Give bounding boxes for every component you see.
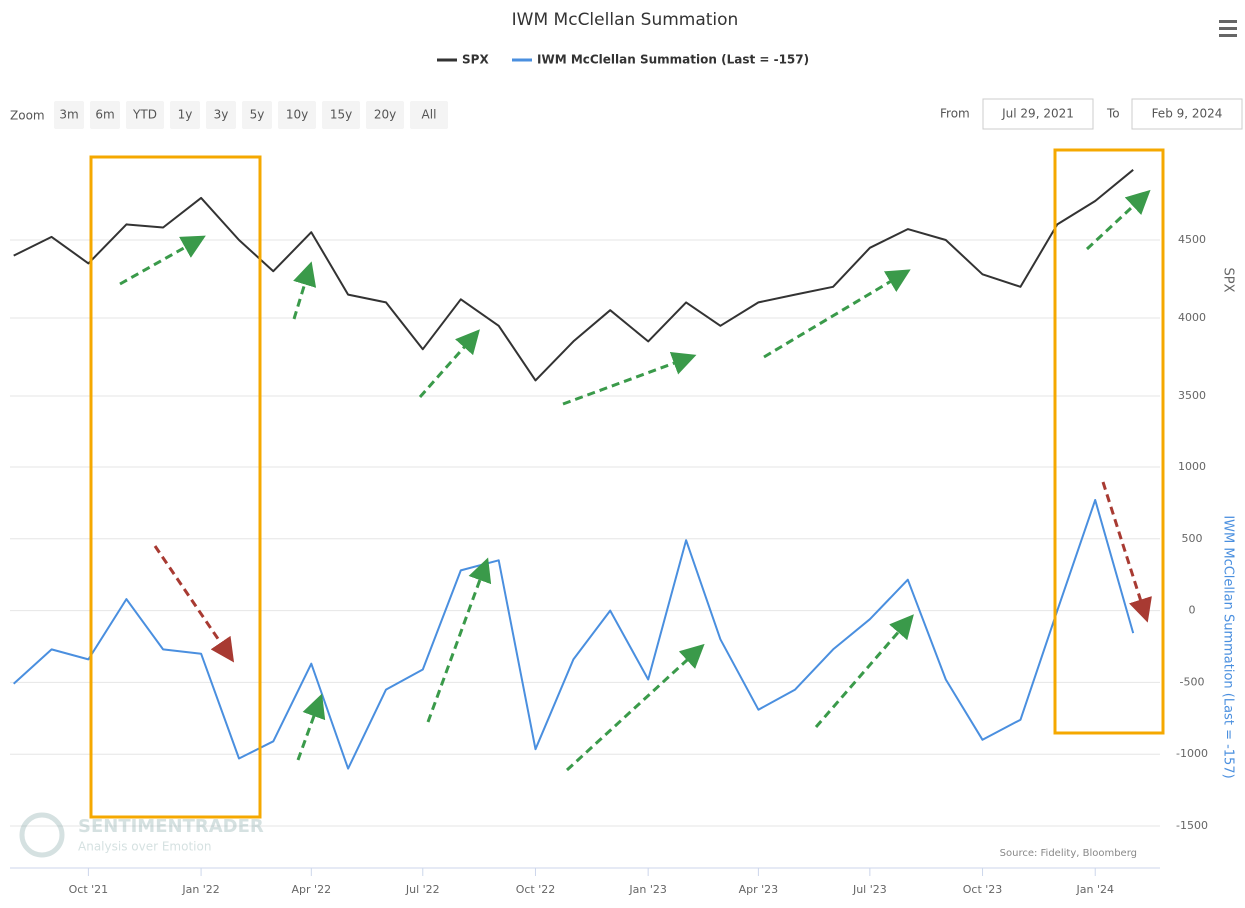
y-tick-label: 4500 (1178, 233, 1206, 246)
zoom-label: Zoom (10, 109, 45, 123)
zoom-button-label[interactable]: YTD (132, 108, 157, 122)
to-input[interactable] (1131, 98, 1243, 130)
zoom-button-label[interactable]: 1y (178, 108, 193, 122)
zoom-button-label[interactable]: 20y (374, 108, 396, 122)
y-tick-label: 4000 (1178, 311, 1206, 324)
watermark: SENTIMENTRADER Analysis over Emotion (19, 812, 264, 858)
arrow (119, 235, 206, 286)
y-tick-label: 0 (1189, 604, 1196, 617)
zoom-button[interactable] (126, 101, 164, 129)
x-tick-label: Oct '23 (963, 883, 1003, 896)
from-date[interactable]: Jul 29, 2021 (1001, 107, 1074, 121)
watermark-name: SENTIMENTRADER (78, 816, 264, 837)
zoom-button[interactable] (242, 101, 272, 129)
chart-title: IWM McClellan Summation (512, 10, 739, 30)
source: Source: Fidelity, Bloomberg (1000, 848, 1137, 859)
legend-entry[interactable]: SPX (462, 53, 489, 67)
y-tick-label: 500 (1182, 532, 1203, 545)
zoom-button[interactable] (54, 101, 84, 129)
legend-entry[interactable]: IWM McClellan Summation (Last = -157) (537, 53, 809, 67)
annotations (89, 148, 1165, 819)
x-tick-label: Jan '22 (181, 883, 219, 896)
arrow (562, 351, 697, 406)
x-tick-label: Jan '24 (1075, 883, 1113, 896)
zoom-button-label[interactable]: 5y (250, 108, 265, 122)
y-axis-label: SPX (1221, 268, 1236, 293)
zoom-button[interactable] (278, 101, 316, 129)
highlight-box (1053, 148, 1165, 735)
zoom-button[interactable] (90, 101, 120, 129)
zoom-button-label[interactable]: 6m (95, 108, 114, 122)
arrow (296, 693, 326, 761)
arrow (426, 557, 492, 723)
zoom-button[interactable] (410, 101, 448, 129)
watermark-tagline: Analysis over Emotion (78, 840, 211, 854)
to-date[interactable]: Feb 9, 2024 (1152, 107, 1223, 121)
arrow (418, 329, 480, 398)
zoom-button-label[interactable]: All (422, 108, 437, 122)
arrow (1101, 481, 1152, 623)
legend: SPX IWM McClellan Summation (Last = -157… (437, 53, 809, 67)
arrow (763, 269, 911, 359)
x-tick-label: Apr '22 (292, 883, 332, 896)
to-label: To (1106, 107, 1120, 121)
from-input[interactable] (982, 98, 1094, 130)
series-line (13, 169, 1134, 382)
zoom-button[interactable] (366, 101, 404, 129)
zoom-button[interactable] (170, 101, 200, 129)
y-tick-label: -1000 (1176, 747, 1208, 760)
from-label: From (940, 107, 970, 121)
y-tick-label: 1000 (1178, 460, 1206, 473)
zoom-button-label[interactable]: 3y (214, 108, 229, 122)
x-tick-label: Oct '22 (516, 883, 556, 896)
highlight-box (89, 155, 262, 819)
y-tick-label: 3500 (1178, 389, 1206, 402)
y-tick-label: -1500 (1176, 819, 1208, 832)
arrow (1085, 189, 1151, 251)
arrow (565, 643, 705, 772)
zoom-button-label[interactable]: 10y (286, 108, 308, 122)
y-axis-label: IWM McClellan Summation (Last = -157) (1221, 515, 1236, 778)
x-tick-label: Oct '21 (69, 883, 109, 896)
zoom-button[interactable] (322, 101, 360, 129)
x-tick-label: Jul '22 (405, 883, 440, 896)
x-tick-label: Jul '23 (852, 883, 887, 896)
zoom-button-label[interactable]: 3m (59, 108, 78, 122)
zoom-button-label[interactable]: 15y (330, 108, 352, 122)
arrow (153, 545, 235, 663)
arrow (292, 261, 317, 320)
menu-icon[interactable] (1219, 20, 1237, 37)
x-tick-label: Apr '23 (739, 883, 779, 896)
x-tick-label: Jan '23 (628, 883, 666, 896)
y-tick-label: -500 (1180, 675, 1205, 688)
zoom-button[interactable] (206, 101, 236, 129)
series-line (13, 499, 1135, 770)
arrow (814, 614, 914, 728)
